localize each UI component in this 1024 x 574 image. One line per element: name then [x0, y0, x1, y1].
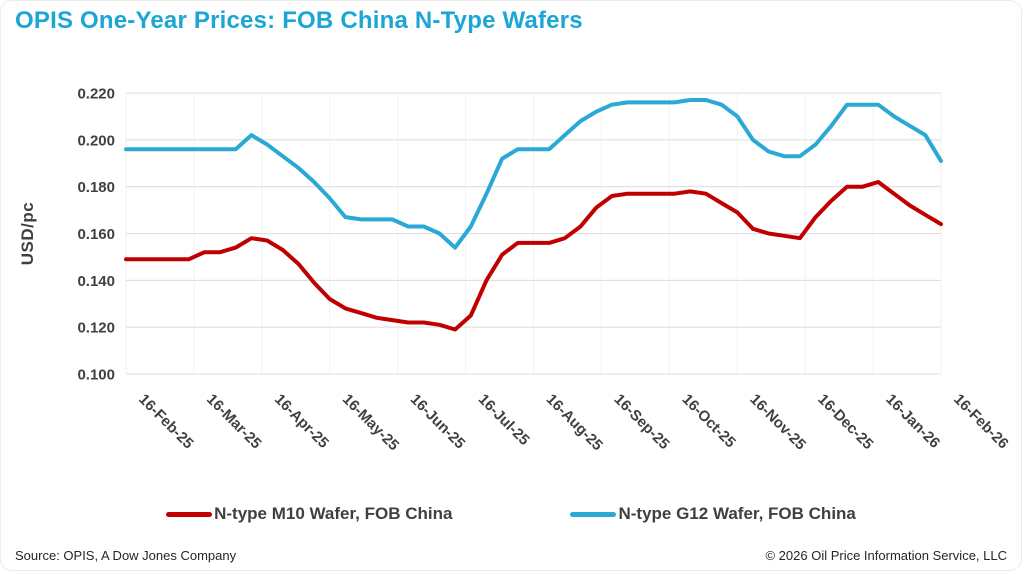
svg-text:16-Jan-26: 16-Jan-26 — [882, 391, 943, 452]
svg-text:16-Mar-25: 16-Mar-25 — [203, 391, 265, 453]
svg-text:16-May-25: 16-May-25 — [339, 391, 402, 454]
svg-text:USD/pc: USD/pc — [18, 202, 37, 265]
svg-text:16-Jul-25: 16-Jul-25 — [475, 391, 533, 449]
svg-text:16-Jun-25: 16-Jun-25 — [407, 391, 469, 453]
legend-item-g12: N-type G12 Wafer, FOB China — [570, 504, 856, 524]
svg-text:0.160: 0.160 — [77, 226, 115, 243]
copyright-text: © 2026 Oil Price Information Service, LL… — [765, 548, 1007, 563]
svg-text:0.180: 0.180 — [77, 179, 115, 196]
svg-text:16-Sep-25: 16-Sep-25 — [611, 391, 673, 453]
svg-text:0.200: 0.200 — [77, 132, 115, 149]
svg-text:0.100: 0.100 — [77, 367, 115, 384]
svg-text:16-Aug-25: 16-Aug-25 — [543, 391, 606, 454]
source-text: Source: OPIS, A Dow Jones Company — [15, 548, 237, 563]
svg-text:16-Feb-25: 16-Feb-25 — [135, 391, 197, 453]
svg-text:16-Feb-26: 16-Feb-26 — [950, 391, 1012, 453]
svg-text:16-Dec-25: 16-Dec-25 — [814, 391, 876, 453]
legend-label-g12: N-type G12 Wafer, FOB China — [618, 504, 856, 523]
svg-text:16-Oct-25: 16-Oct-25 — [679, 391, 739, 451]
footer: Source: OPIS, A Dow Jones Company © 2026… — [1, 548, 1021, 563]
svg-text:16-Nov-25: 16-Nov-25 — [746, 391, 809, 454]
svg-text:0.120: 0.120 — [77, 320, 115, 337]
svg-text:0.220: 0.220 — [77, 86, 115, 103]
g12-line-swatch — [570, 511, 617, 517]
legend-item-m10: N-type M10 Wafer, FOB China — [166, 504, 452, 524]
legend: N-type M10 Wafer, FOB China N-type G12 W… — [1, 504, 1021, 524]
svg-text:0.140: 0.140 — [77, 273, 115, 290]
svg-text:16-Apr-25: 16-Apr-25 — [271, 391, 332, 452]
m10-line-swatch — [166, 511, 213, 517]
chart-title: OPIS One-Year Prices: FOB China N-Type W… — [15, 7, 583, 34]
legend-label-m10: N-type M10 Wafer, FOB China — [214, 504, 453, 523]
